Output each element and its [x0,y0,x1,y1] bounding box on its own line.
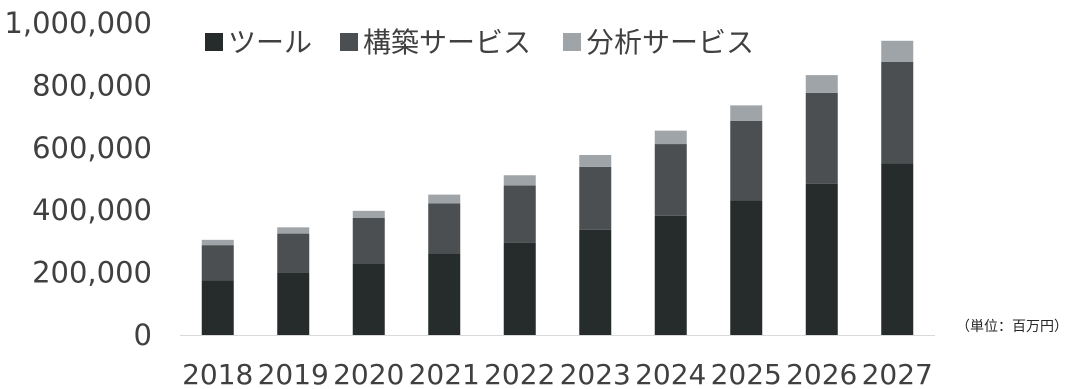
x-tick-label: 2022 [484,358,555,389]
bar-stack-2026 [805,75,838,335]
bar-segment [654,130,687,145]
x-tick-label: 2018 [182,358,253,389]
bar-segment [654,144,687,216]
x-tick-label: 2021 [409,358,480,389]
bar-stack-2018 [201,239,234,335]
x-tick-label: 2024 [635,358,706,389]
bar-segment [503,242,536,335]
bar-stack-2025 [730,105,763,335]
y-tick-label: 1,000,000 [4,6,152,40]
legend-swatch [205,33,223,51]
bar-segment [277,227,310,234]
bar-segment [201,245,234,281]
bar-stack-2027 [881,40,914,335]
bar-segment [201,239,234,246]
y-axis-tick-labels: 0 200,000 400,000 600,000 800,000 1,000,000 [4,6,152,352]
bar-segment [805,75,838,93]
legend-swatch [340,33,358,51]
legend-label: 構築サービス [363,26,531,59]
x-tick-label: 2020 [333,358,404,389]
y-tick-label: 600,000 [32,131,152,165]
legend-label: ツール [228,26,312,59]
legend-item: 構築サービス [340,26,531,59]
bar-segment [805,92,838,184]
bar-segment [428,253,461,335]
bar-stack-2020 [352,210,385,335]
bar-segment [503,185,536,243]
bar-segment [352,263,385,335]
unit-note: （単位：百万円） [956,319,1068,335]
legend-item: 分析サービス [563,26,754,59]
bar-segment [654,215,687,335]
bar-segment [579,229,612,335]
legend-swatch [563,33,581,51]
bar-segment [881,163,914,335]
y-tick-label: 400,000 [32,193,152,227]
bar-segment [428,194,461,204]
bar-segment [730,105,763,121]
bar-segment [201,280,234,335]
bar-stack-2023 [579,154,612,335]
bar-stack-2022 [503,175,536,335]
bar-segment [352,210,385,218]
bar-segment [277,272,310,335]
x-tick-label: 2019 [258,358,329,389]
legend-item: ツール [205,26,312,59]
bar-segment [805,183,838,335]
bar-stack-2024 [654,130,687,335]
legend: ツール 構築サービス 分析サービス [205,26,754,59]
x-tick-label: 2026 [786,358,857,389]
y-tick-label: 200,000 [32,256,152,290]
x-tick-label: 2027 [862,358,933,389]
bar-segment [352,218,385,264]
bar-segment [881,40,914,62]
bar-stack-2021 [428,194,461,335]
bar-stacks [201,40,914,335]
legend-label: 分析サービス [586,26,754,59]
bar-segment [503,175,536,186]
y-tick-label: 0 [134,318,152,352]
x-axis-tick-labels: 2018 2019 2020 2021 2022 2023 2024 2025 2026 2027 [182,358,933,389]
bar-stack-2019 [277,227,310,335]
bar-segment [730,200,763,335]
y-tick-label: 800,000 [32,68,152,102]
bar-segment [579,154,612,167]
bar-segment [428,203,461,254]
x-tick-label: 2023 [560,358,631,389]
bar-segment [730,120,763,201]
bar-segment [579,166,612,230]
x-tick-label: 2025 [711,358,782,389]
bar-segment [277,233,310,273]
bar-segment [881,62,914,164]
